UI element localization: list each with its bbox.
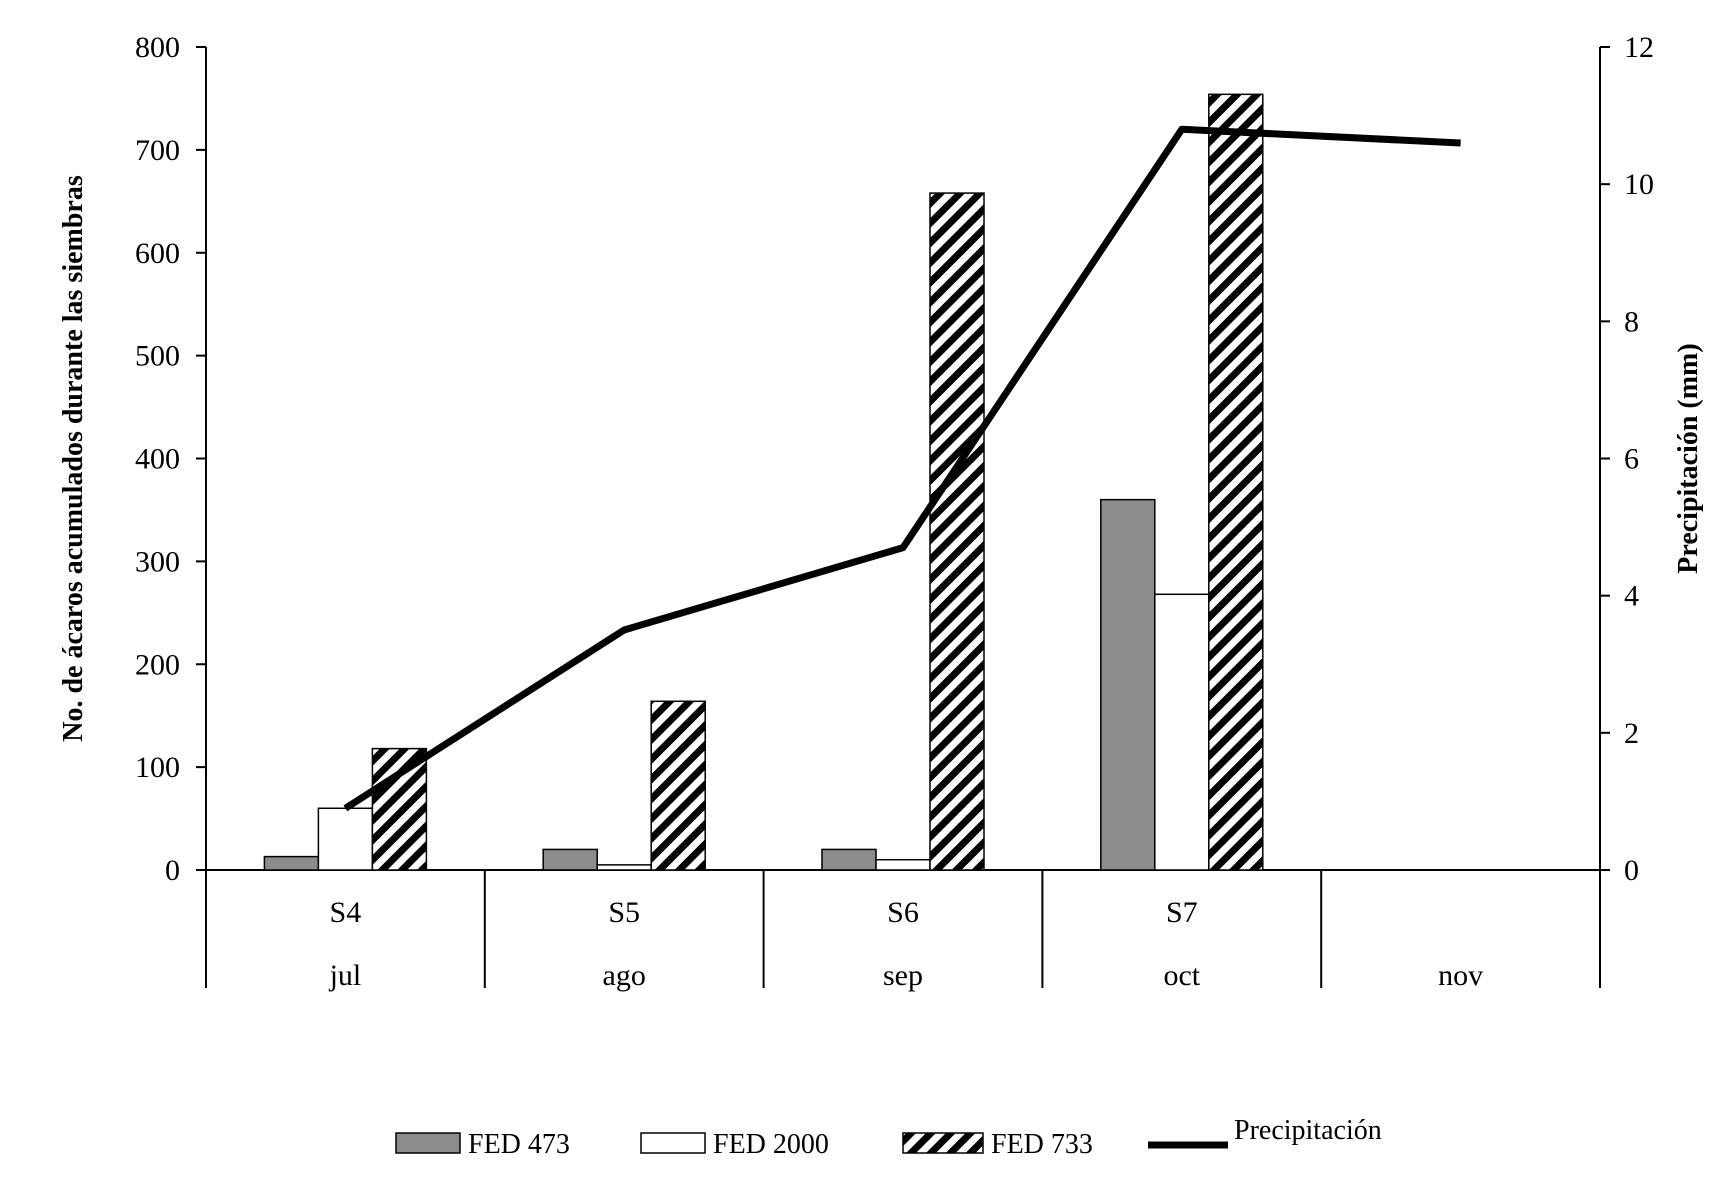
category-label: S5 [608, 896, 640, 929]
line-precipitacion [343, 125, 1461, 812]
month-label: sep [883, 959, 923, 992]
legend-swatch-fed-2000 [640, 1132, 706, 1154]
category-label: S7 [1166, 896, 1198, 929]
bar-fed-2000 [596, 864, 652, 871]
month-label: nov [1438, 959, 1483, 992]
legend-swatch-fed-733 [902, 1132, 984, 1154]
bar-fed-2000 [875, 858, 931, 871]
bar-fed-733 [650, 700, 706, 871]
bar-fed-473 [263, 855, 320, 871]
bar-fed-733 [1208, 93, 1264, 871]
y2-tick-label: 8 [1624, 305, 1639, 338]
bar-fed-2000 [1154, 593, 1210, 871]
y-tick-label: 400 [135, 443, 180, 476]
legend-label: FED 2000 [713, 1129, 829, 1160]
y2-axis-title: Precipitación (mm) [1673, 343, 1704, 573]
bar-fed-733 [371, 747, 428, 871]
category-label: S6 [887, 896, 919, 929]
y-tick-label: 200 [135, 648, 180, 681]
y-tick-label: 600 [135, 237, 180, 270]
category-label: S4 [330, 896, 362, 929]
bar-fed-473 [1100, 498, 1156, 871]
bar-fed-473 [821, 848, 877, 871]
y-tick-label: 700 [135, 134, 180, 167]
y2-tick-label: 10 [1624, 168, 1654, 201]
y2-tick-label: 6 [1624, 443, 1639, 476]
bar-fed-473 [542, 848, 598, 871]
y-tick-label: 500 [135, 340, 180, 373]
y-tick-label: 0 [165, 854, 180, 887]
y-tick-label: 100 [135, 751, 180, 784]
y-tick-label: 800 [135, 31, 180, 64]
month-label: ago [603, 959, 646, 992]
y-axis-title: No. de ácaros acumulados durante las sie… [58, 175, 89, 742]
y2-tick-label: 4 [1624, 580, 1639, 613]
legend-label: FED 733 [991, 1129, 1093, 1160]
bar-fed-2000 [317, 807, 374, 871]
legend-swatch-fed-473 [395, 1132, 461, 1154]
bar-fed-733 [929, 192, 985, 871]
y-tick-label: 300 [135, 545, 180, 578]
y2-tick-label: 2 [1624, 717, 1639, 750]
y2-tick-label: 12 [1624, 31, 1654, 64]
legend-label: Precipitación [1234, 1115, 1382, 1146]
y2-tick-label: 0 [1624, 854, 1639, 887]
month-label: oct [1163, 959, 1200, 992]
month-label: jul [329, 959, 362, 992]
legend-label: FED 473 [468, 1129, 570, 1160]
